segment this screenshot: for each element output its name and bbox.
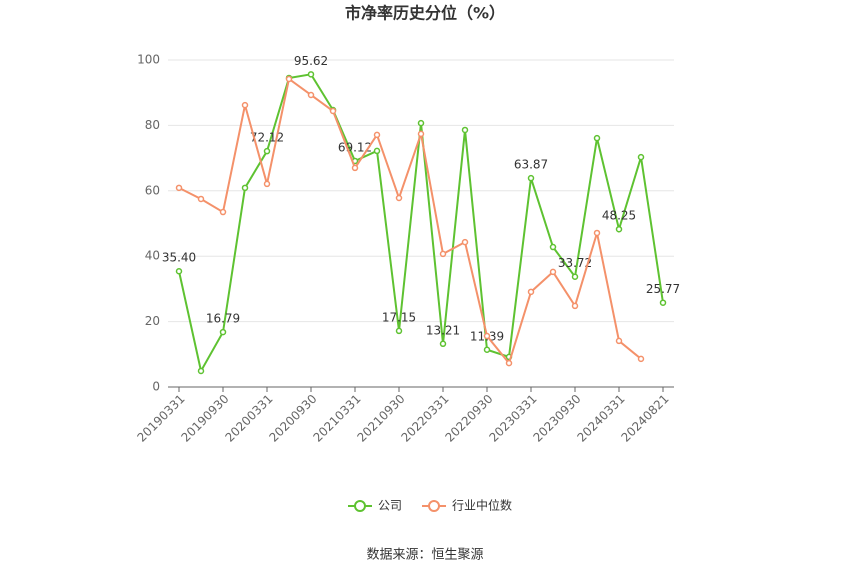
series-line <box>178 77 642 366</box>
point <box>417 130 425 138</box>
point <box>439 250 447 258</box>
point <box>241 184 249 192</box>
y-tick-label: 60 <box>145 183 160 197</box>
point <box>593 134 601 142</box>
data-label: 25.77 <box>646 282 680 296</box>
point <box>527 288 535 296</box>
point <box>659 299 667 306</box>
data-label: 33.72 <box>558 256 592 270</box>
point <box>615 225 623 233</box>
point <box>219 328 227 336</box>
y-tick-label: 80 <box>145 118 160 132</box>
point <box>285 75 293 83</box>
point <box>571 302 579 310</box>
y-tick-label: 0 <box>152 380 160 394</box>
source: 数据来源：恒生聚源 <box>366 548 483 563</box>
legend-marker <box>428 500 441 512</box>
y-tick-label: 100 <box>137 53 160 67</box>
series-line <box>178 73 664 374</box>
point <box>395 327 403 335</box>
chart-title: 市净率历史分位（%） <box>345 4 505 23</box>
legend-label: 公司 <box>378 499 402 513</box>
point <box>461 126 469 134</box>
legend-marker <box>354 500 366 512</box>
y-tick-label: 40 <box>145 249 160 263</box>
point <box>263 147 271 155</box>
data-label: 35.40 <box>162 251 196 265</box>
point <box>549 243 557 251</box>
point <box>439 340 447 348</box>
point <box>329 107 337 115</box>
data-label: 16.79 <box>206 312 240 326</box>
y-tick-label: 20 <box>145 314 160 328</box>
point <box>615 337 623 345</box>
point <box>307 71 315 78</box>
point <box>527 174 535 182</box>
point <box>483 346 491 354</box>
point <box>197 367 205 375</box>
point <box>351 164 359 172</box>
data-label: 17.15 <box>382 310 416 324</box>
point <box>483 332 491 340</box>
point <box>175 184 183 192</box>
point <box>373 147 381 155</box>
point <box>637 355 645 363</box>
point <box>505 359 513 367</box>
data-label: 95.62 <box>294 54 328 68</box>
point <box>637 153 645 161</box>
data-label: 69.12 <box>338 140 372 154</box>
point <box>593 229 601 237</box>
legend-label: 行业中位数 <box>452 498 512 513</box>
data-label: 13.21 <box>426 323 460 337</box>
point <box>571 273 579 280</box>
data-label: 48.25 <box>602 209 636 223</box>
point <box>241 101 249 109</box>
point <box>395 194 403 202</box>
point <box>373 131 381 139</box>
point <box>175 267 183 275</box>
point <box>307 91 315 99</box>
point <box>461 238 469 246</box>
x-tick-label: 20240821 <box>619 392 672 445</box>
point <box>197 195 205 203</box>
point <box>219 208 227 216</box>
point <box>263 180 271 188</box>
data-label: 63.87 <box>514 158 548 172</box>
point <box>417 119 425 127</box>
point <box>549 268 557 276</box>
